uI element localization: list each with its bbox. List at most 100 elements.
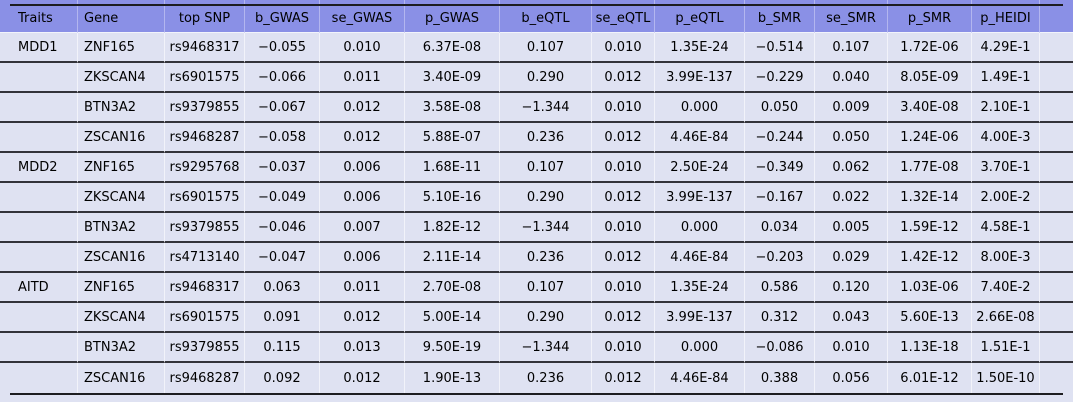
cell-p_smr: 5.60E-13: [888, 303, 972, 333]
cell-gene: BTN3A2: [78, 93, 165, 123]
cell-traits: MDD2: [0, 153, 78, 183]
cell-p_eqtl: 1.35E-24: [655, 273, 745, 303]
cell-b_eqtl: 0.236: [500, 243, 592, 273]
cell-gene: ZKSCAN4: [78, 63, 165, 93]
table-row: AITD ZNF165 rs9468317 0.063 0.011 2.70E-08 0.1…: [0, 273, 1073, 303]
cell-p_gwas: 1.68E-11: [405, 153, 500, 183]
table-row: ZSCAN16 rs9468287 −0.058 0.012 5.88E-07 0.236…: [0, 123, 1073, 153]
cell-traits: [0, 303, 78, 333]
cell-se_smr: 0.040: [815, 63, 888, 93]
cell-traits: [0, 213, 78, 243]
cell-spacer: [1040, 213, 1073, 243]
cell-gene: ZNF165: [78, 273, 165, 303]
cell-p_smr: 1.03E-06: [888, 273, 972, 303]
cell-p_heidi: 2.00E-2: [972, 183, 1040, 213]
bottom-rule: [10, 393, 1063, 395]
cell-b_smr: −0.514: [745, 33, 815, 63]
cell-top_snp: rs9468287: [165, 123, 245, 153]
cell-top_snp: rs4713140: [165, 243, 245, 273]
cell-se_smr: 0.029: [815, 243, 888, 273]
cell-p_smr: 1.24E-06: [888, 123, 972, 153]
cell-p_heidi: 3.70E-1: [972, 153, 1040, 183]
cell-p_heidi: 4.29E-1: [972, 33, 1040, 63]
cell-se_eqtl: 0.010: [592, 153, 655, 183]
cell-se_smr: 0.022: [815, 183, 888, 213]
cell-b_gwas: 0.091: [245, 303, 320, 333]
cell-se_eqtl: 0.010: [592, 333, 655, 363]
cell-b_eqtl: −1.344: [500, 213, 592, 243]
cell-se_eqtl: 0.010: [592, 93, 655, 123]
cell-b_eqtl: −1.344: [500, 93, 592, 123]
cell-b_eqtl: 0.290: [500, 183, 592, 213]
cell-se_smr: 0.043: [815, 303, 888, 333]
table-row: BTN3A2 rs9379855 −0.046 0.007 1.82E-12 −1.344…: [0, 213, 1073, 243]
cell-spacer: [1040, 363, 1073, 393]
cell-se_gwas: 0.012: [320, 123, 405, 153]
cell-p_smr: 1.13E-18: [888, 333, 972, 363]
cell-se_gwas: 0.011: [320, 63, 405, 93]
cell-gene: ZKSCAN4: [78, 303, 165, 333]
cell-gene: ZNF165: [78, 153, 165, 183]
cell-p_gwas: 5.10E-16: [405, 183, 500, 213]
cell-se_eqtl: 0.012: [592, 63, 655, 93]
cell-se_gwas: 0.006: [320, 183, 405, 213]
table-body: MDD1 ZNF165 rs9468317 −0.055 0.010 6.37E-08 0.…: [0, 33, 1073, 393]
cell-se_smr: 0.009: [815, 93, 888, 123]
cell-b_smr: 0.034: [745, 213, 815, 243]
cell-p_gwas: 5.88E-07: [405, 123, 500, 153]
cell-se_smr: 0.120: [815, 273, 888, 303]
cell-gene: BTN3A2: [78, 213, 165, 243]
cell-se_eqtl: 0.010: [592, 33, 655, 63]
cell-gene: BTN3A2: [78, 333, 165, 363]
cell-spacer: [1040, 183, 1073, 213]
cell-b_smr: 0.312: [745, 303, 815, 333]
cell-p_smr: 1.77E-08: [888, 153, 972, 183]
cell-se_smr: 0.010: [815, 333, 888, 363]
cell-se_smr: 0.056: [815, 363, 888, 393]
cell-top_snp: rs9379855: [165, 213, 245, 243]
cell-p_heidi: 4.00E-3: [972, 123, 1040, 153]
cell-spacer: [1040, 243, 1073, 273]
cell-se_smr: 0.107: [815, 33, 888, 63]
cell-p_heidi: 1.50E-10: [972, 363, 1040, 393]
cell-p_heidi: 8.00E-3: [972, 243, 1040, 273]
cell-gene: ZKSCAN4: [78, 183, 165, 213]
cell-top_snp: rs9468317: [165, 273, 245, 303]
cell-p_smr: 1.72E-06: [888, 33, 972, 63]
cell-p_heidi: 7.40E-2: [972, 273, 1040, 303]
cell-top_snp: rs9468317: [165, 33, 245, 63]
cell-p_eqtl: 0.000: [655, 213, 745, 243]
cell-b_eqtl: 0.107: [500, 153, 592, 183]
cell-b_smr: −0.349: [745, 153, 815, 183]
cell-se_smr: 0.005: [815, 213, 888, 243]
cell-p_eqtl: 4.46E-84: [655, 363, 745, 393]
cell-p_gwas: 2.11E-14: [405, 243, 500, 273]
cell-b_gwas: 0.092: [245, 363, 320, 393]
cell-top_snp: rs9468287: [165, 363, 245, 393]
cell-p_eqtl: 1.35E-24: [655, 33, 745, 63]
cell-traits: [0, 93, 78, 123]
cell-se_gwas: 0.006: [320, 153, 405, 183]
cell-b_smr: −0.086: [745, 333, 815, 363]
cell-spacer: [1040, 333, 1073, 363]
cell-top_snp: rs6901575: [165, 63, 245, 93]
cell-p_gwas: 2.70E-08: [405, 273, 500, 303]
cell-p_gwas: 9.50E-19: [405, 333, 500, 363]
cell-se_eqtl: 0.010: [592, 213, 655, 243]
cell-traits: [0, 333, 78, 363]
cell-p_smr: 3.40E-08: [888, 93, 972, 123]
cell-p_heidi: 4.58E-1: [972, 213, 1040, 243]
cell-p_eqtl: 0.000: [655, 333, 745, 363]
cell-p_gwas: 6.37E-08: [405, 33, 500, 63]
cell-b_gwas: −0.067: [245, 93, 320, 123]
cell-b_gwas: −0.037: [245, 153, 320, 183]
cell-spacer: [1040, 303, 1073, 333]
cell-b_gwas: −0.058: [245, 123, 320, 153]
cell-b_smr: 0.586: [745, 273, 815, 303]
cell-b_eqtl: 0.107: [500, 33, 592, 63]
cell-p_gwas: 1.82E-12: [405, 213, 500, 243]
top-rule: [10, 4, 1063, 6]
table-row: BTN3A2 rs9379855 −0.067 0.012 3.58E-08 −1.344…: [0, 93, 1073, 123]
cell-p_gwas: 3.58E-08: [405, 93, 500, 123]
